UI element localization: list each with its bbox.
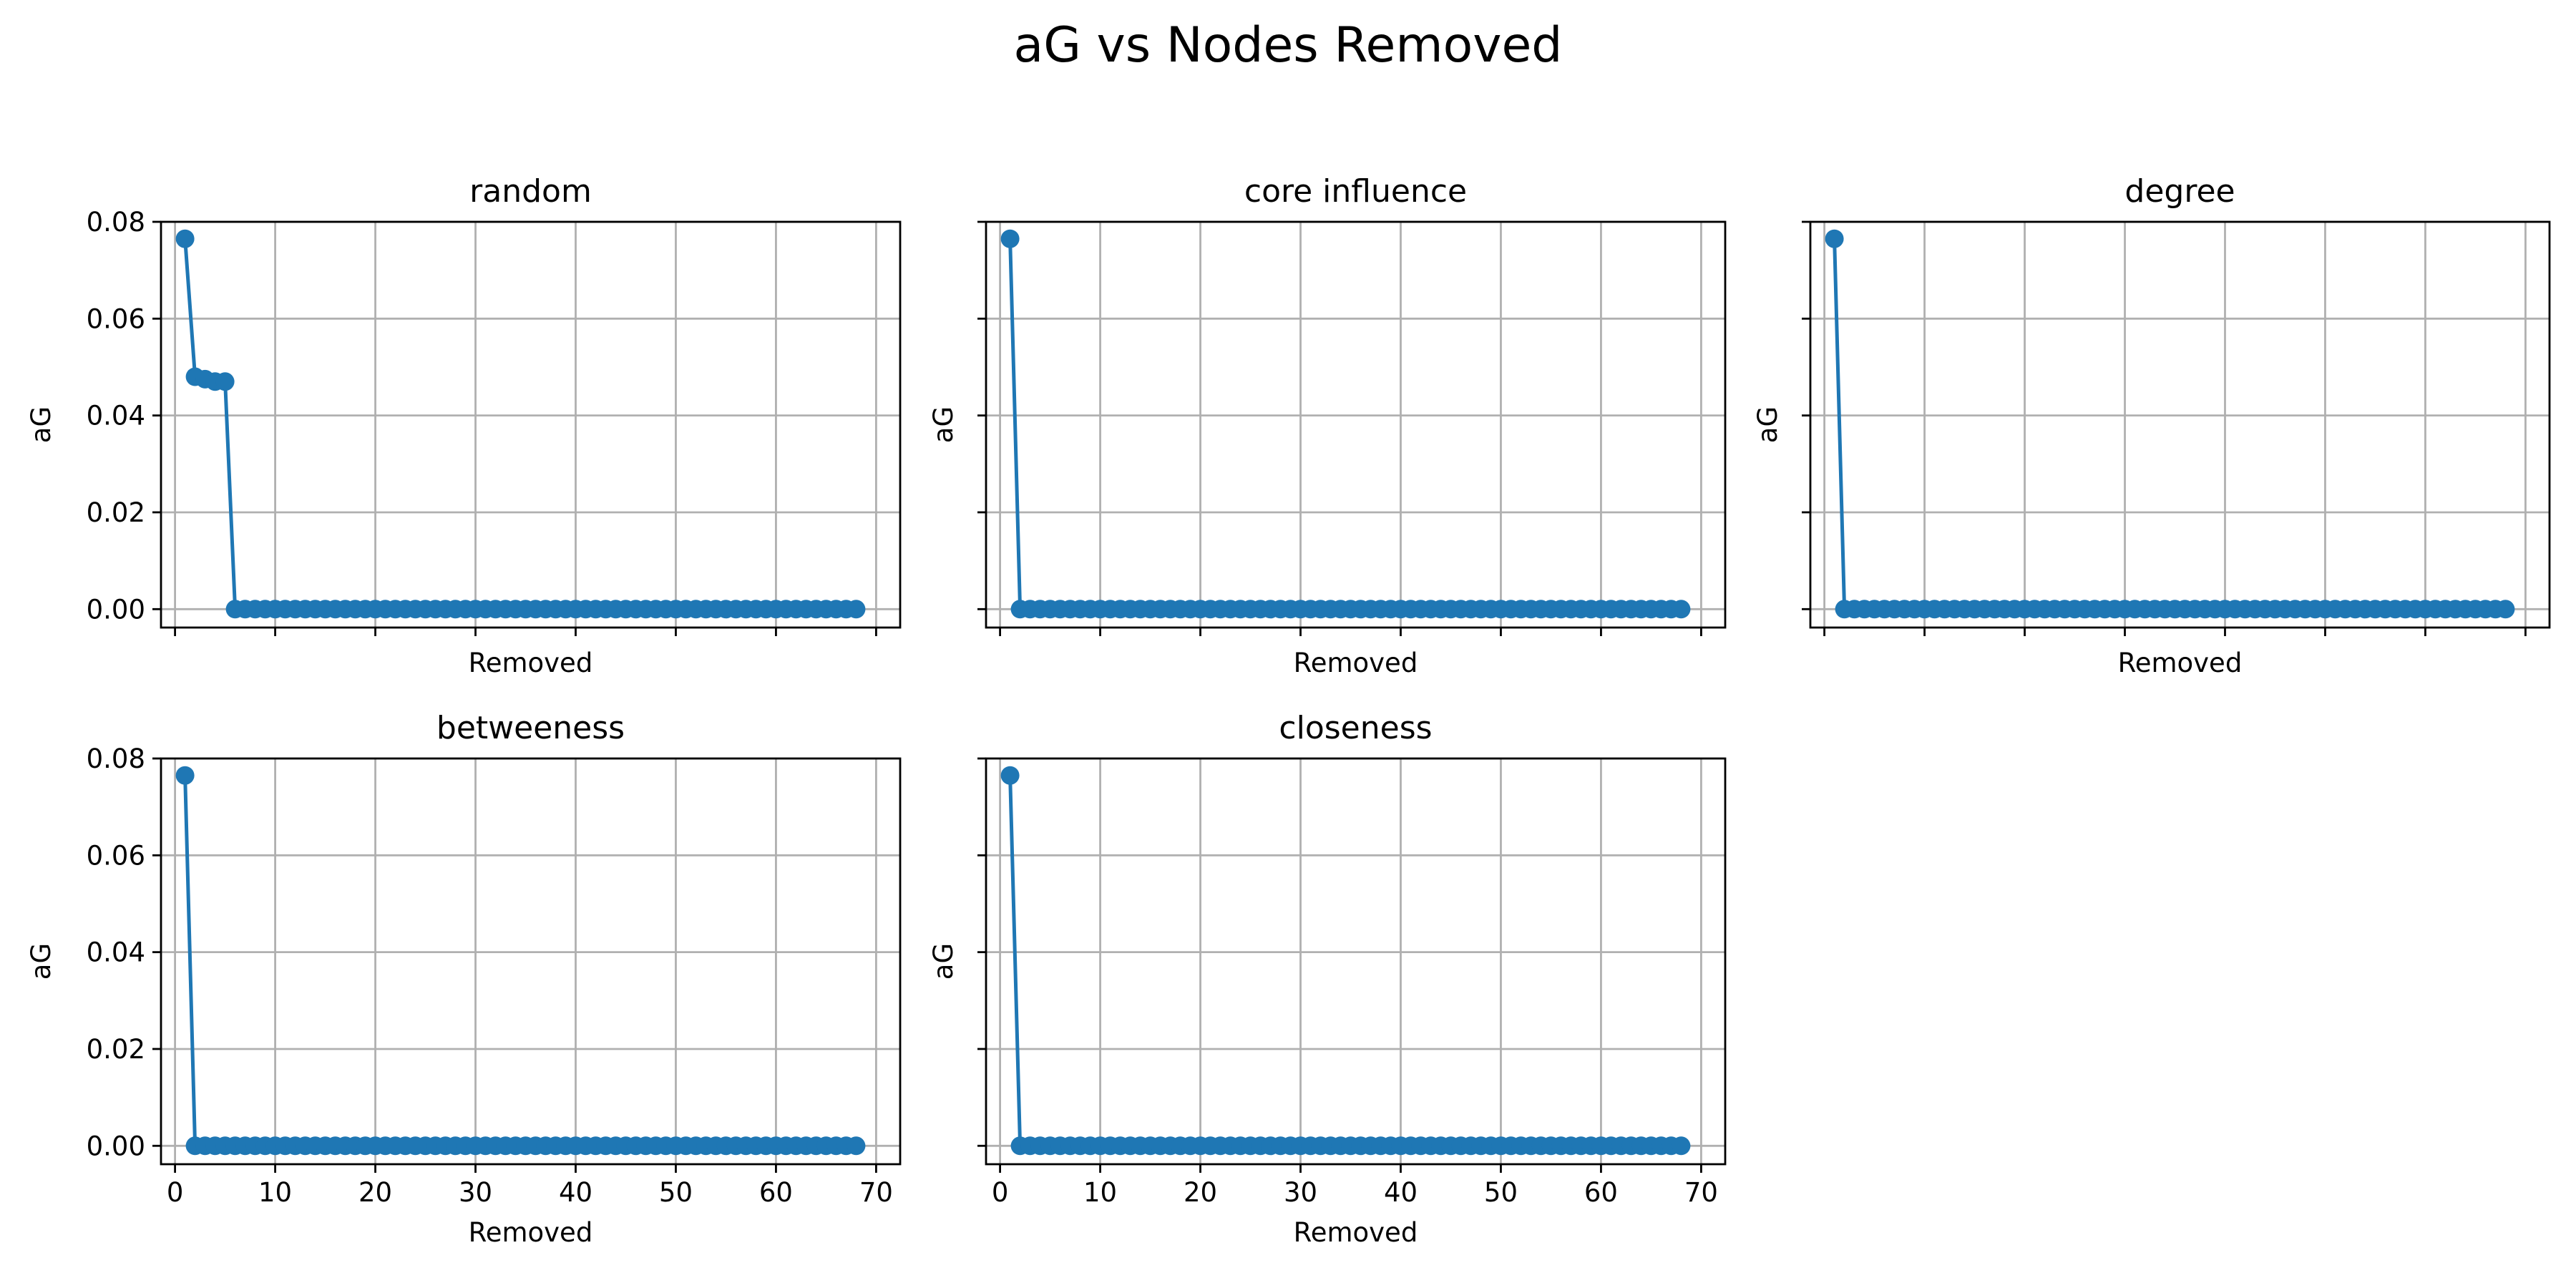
axes-frame (985, 220, 1727, 629)
x-axis-label: Removed (469, 1217, 593, 1248)
subplot-random: 0.00 0.02 0.04 0.06 0.08 random Removed aG (26, 173, 902, 678)
subplot-title: core influence (1244, 173, 1467, 210)
x-tick-label: 0 (992, 1177, 1009, 1208)
subplot-grid: 0.000.020.040.060.08randomRemovedaGcore … (26, 173, 2551, 1248)
y-tick-label: 0.02 (87, 497, 145, 528)
subplot-title: betweeness (436, 710, 625, 746)
y-axis-label: aG (26, 943, 57, 980)
data-point (2496, 600, 2515, 619)
y-axis-label: aG (928, 943, 959, 980)
subplot-title: degree (2124, 173, 2235, 210)
data-point (1000, 766, 1020, 785)
x-tick-label: 10 (1083, 1177, 1117, 1208)
data-point (1825, 229, 1844, 248)
subplot-degree: degree Removed aG (1752, 173, 2551, 678)
x-tick-label: 40 (559, 1177, 592, 1208)
data-point (847, 600, 866, 619)
subplot-closeness: 0 10 20 30 40 50 60 70 closeness Removed aG (928, 710, 1727, 1248)
x-tick-label: 50 (1484, 1177, 1518, 1208)
y-tick-label: 0.08 (87, 207, 145, 238)
y-tick-label: 0.02 (87, 1034, 145, 1065)
x-tick-label: 60 (1584, 1177, 1618, 1208)
y-axis-label: aG (1752, 406, 1783, 443)
y-tick-label: 0.08 (87, 743, 145, 774)
y-tick-label: 0.00 (87, 1131, 145, 1161)
subplot-betweeness: 0 10 20 30 40 50 60 70 0.00 0.02 0.04 0.06 0.08 betwe… (26, 710, 902, 1248)
x-tick-label: 30 (459, 1177, 492, 1208)
x-tick-label: 70 (1684, 1177, 1718, 1208)
x-tick-label: 0 (167, 1177, 184, 1208)
x-axis-label: Removed (1294, 648, 1418, 678)
axes-frame (160, 220, 902, 629)
y-axis-label: aG (26, 406, 57, 443)
data-point (1000, 229, 1020, 248)
axes-frame (1809, 220, 2551, 629)
data-point (215, 372, 235, 391)
y-tick-label: 0.04 (87, 937, 145, 968)
x-tick-label: 20 (1184, 1177, 1217, 1208)
y-tick-label: 0.06 (87, 840, 145, 871)
subplot-title: closeness (1279, 710, 1432, 746)
x-axis-label: Removed (1294, 1217, 1418, 1248)
x-tick-label: 20 (358, 1177, 392, 1208)
y-tick-label: 0.00 (87, 594, 145, 625)
data-point (175, 766, 195, 785)
x-tick-label: 70 (859, 1177, 893, 1208)
x-tick-label: 50 (659, 1177, 693, 1208)
subplot-title: random (469, 173, 592, 210)
y-axis-label: aG (928, 406, 959, 443)
x-tick-label: 30 (1284, 1177, 1317, 1208)
data-point (1672, 600, 1691, 619)
x-tick-label: 60 (759, 1177, 793, 1208)
subplot-core-influence: core influence Removed aG (928, 173, 1727, 678)
data-point (847, 1136, 866, 1156)
figure-title: aG vs Nodes Removed (1014, 17, 1563, 74)
axes-frame (985, 757, 1727, 1166)
x-axis-label: Removed (469, 648, 593, 678)
y-tick-label: 0.04 (87, 401, 145, 431)
x-tick-label: 10 (258, 1177, 292, 1208)
data-point (1672, 1136, 1691, 1156)
axes-frame (160, 757, 902, 1166)
data-point (175, 229, 195, 248)
x-tick-label: 40 (1384, 1177, 1418, 1208)
x-axis-label: Removed (2118, 648, 2243, 678)
y-tick-label: 0.06 (87, 303, 145, 334)
